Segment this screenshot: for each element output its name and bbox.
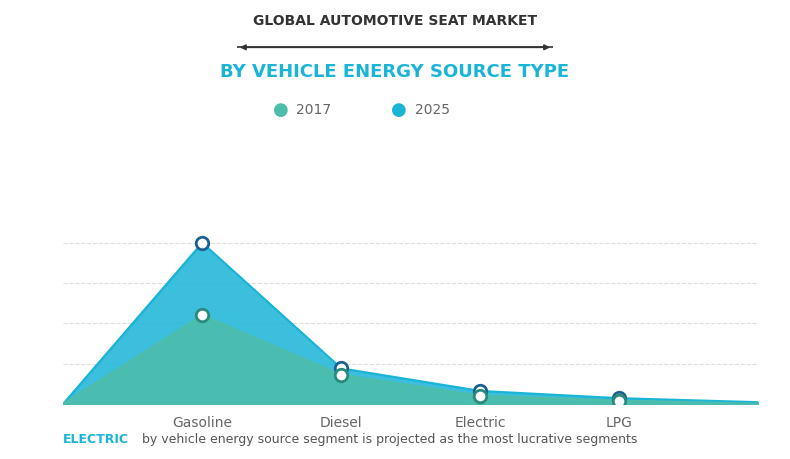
Text: ●: ●	[273, 101, 288, 119]
Text: ELECTRIC: ELECTRIC	[63, 432, 130, 445]
Text: 2017: 2017	[296, 103, 331, 117]
Text: by vehicle energy source segment is projected as the most lucrative segments: by vehicle energy source segment is proj…	[138, 432, 638, 445]
Text: BY VEHICLE ENERGY SOURCE TYPE: BY VEHICLE ENERGY SOURCE TYPE	[220, 63, 570, 81]
Text: GLOBAL AUTOMOTIVE SEAT MARKET: GLOBAL AUTOMOTIVE SEAT MARKET	[253, 14, 537, 28]
Text: 2025: 2025	[415, 103, 450, 117]
Text: ●: ●	[391, 101, 407, 119]
